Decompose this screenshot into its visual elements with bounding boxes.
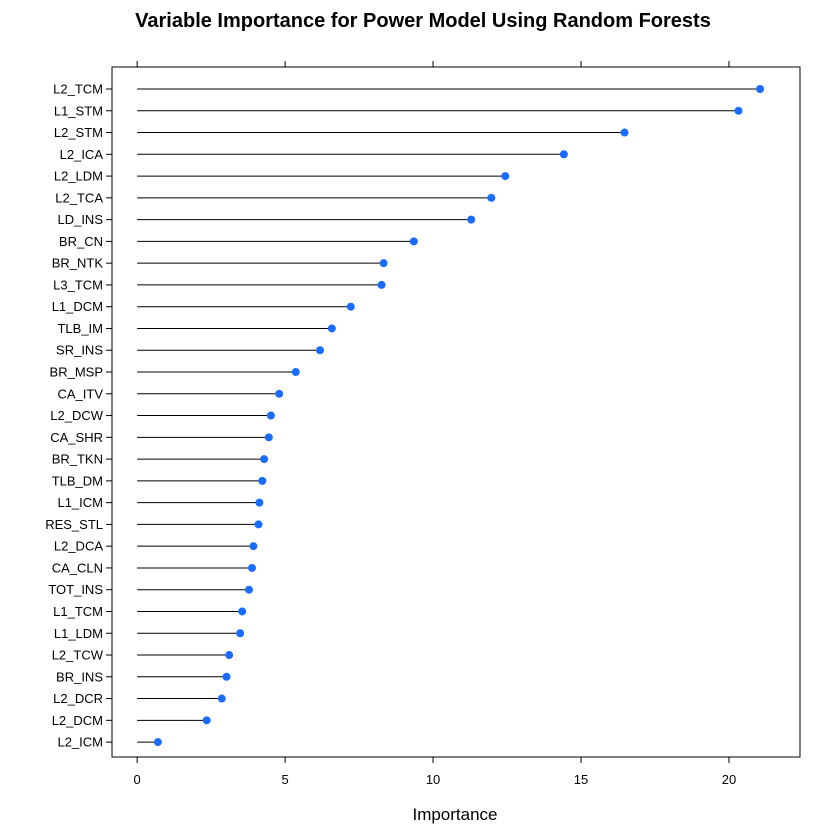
point-l3-tcm [377,280,386,289]
y-tick-label-l2-tcw: L2_TCW [52,648,104,663]
y-tick-label-sr-ins: SR_INS [56,343,103,358]
y-tick-label-l1-tcm: L1_TCM [53,604,103,619]
point-ca-itv [275,389,284,398]
point-l2-dcw [266,411,275,420]
y-tick-label-l1-dcm: L1_DCM [52,299,103,314]
y-tick-label-ld-ins: LD_INS [57,212,103,227]
point-l2-ica [559,150,568,159]
point-ca-cln [247,563,256,572]
y-tick-label-ca-itv: CA_ITV [57,386,103,401]
y-tick-label-br-ntk: BR_NTK [52,256,104,271]
x-tick-label-1: 5 [281,772,288,787]
point-ca-shr [264,433,273,442]
y-tick-label-br-ins: BR_INS [56,669,103,684]
y-tick-label-tlb-dm: TLB_DM [52,473,103,488]
x-tick-label-4: 20 [722,772,736,787]
y-tick-label-l2-tcm: L2_TCM [53,82,103,97]
x-tick-label-2: 10 [426,772,440,787]
x-tick-label-0: 0 [134,772,141,787]
y-tick-label-l2-dcm: L2_DCM [52,713,103,728]
point-l2-dca [249,542,258,551]
x-tick-label-3: 15 [574,772,588,787]
point-l1-dcm [346,302,355,311]
dot-series [137,85,765,747]
y-tick-label-l1-icm: L1_ICM [57,495,103,510]
point-l2-ldm [501,172,510,181]
y-tick-label-br-tkn: BR_TKN [52,452,103,467]
y-tick-label-l2-ica: L2_ICA [60,147,104,162]
category-labels: L2_TCM L1_STM L2_STM L2_ICA L2_LDM L2_TCA LD_I… [45,82,112,750]
point-l1-tcm [238,607,247,616]
point-sr-ins [316,346,325,355]
y-tick-label-res-stl: RES_STL [45,517,103,532]
point-l1-ldm [236,629,245,638]
point-l1-icm [255,498,264,507]
y-tick-label-l2-dca: L2_DCA [54,539,103,554]
y-tick-label-ca-shr: CA_SHR [50,430,103,445]
point-tot-ins [245,585,254,594]
point-ld-ins [467,215,476,224]
point-br-tkn [260,455,269,464]
x-axis: 0 5 10 15 20 [134,61,736,787]
plot-frame [111,66,801,758]
y-tick-label-l2-stm: L2_STM [54,125,103,140]
point-br-cn [409,237,418,246]
y-tick-label-tlb-im: TLB_IM [57,321,103,336]
point-l2-tcw [225,651,234,660]
point-l2-tca [487,193,496,202]
point-res-stl [254,520,263,529]
point-l2-dcm [202,716,211,725]
y-tick-label-br-msp: BR_MSP [50,365,103,380]
point-l2-icm [153,738,162,747]
y-tick-label-l2-ldm: L2_LDM [54,169,103,184]
y-tick-label-l1-stm: L1_STM [54,103,103,118]
y-tick-label-l2-tca: L2_TCA [55,190,103,205]
point-br-ntk [379,259,388,268]
y-tick-label-l2-dcw: L2_DCW [50,408,103,423]
y-tick-label-ca-cln: CA_CLN [52,560,103,575]
point-l2-dcr [217,694,226,703]
y-tick-label-l3-tcm: L3_TCM [53,277,103,292]
x-axis-label: Importance [412,805,497,824]
point-l2-tcm [756,85,765,93]
point-l1-stm [734,106,743,115]
y-tick-label-l1-ldm: L1_LDM [54,626,103,641]
point-br-msp [291,368,300,377]
chart-title: Variable Importance for Power Model Usin… [135,10,711,32]
point-l2-stm [620,128,629,137]
y-tick-label-l2-dcr: L2_DCR [53,691,103,706]
point-br-ins [222,672,231,681]
point-tlb-dm [258,476,267,485]
y-tick-label-tot-ins: TOT_INS [48,582,103,597]
y-tick-label-l2-icm: L2_ICM [57,735,103,750]
y-tick-label-br-cn: BR_CN [59,234,103,249]
point-tlb-im [327,324,336,333]
